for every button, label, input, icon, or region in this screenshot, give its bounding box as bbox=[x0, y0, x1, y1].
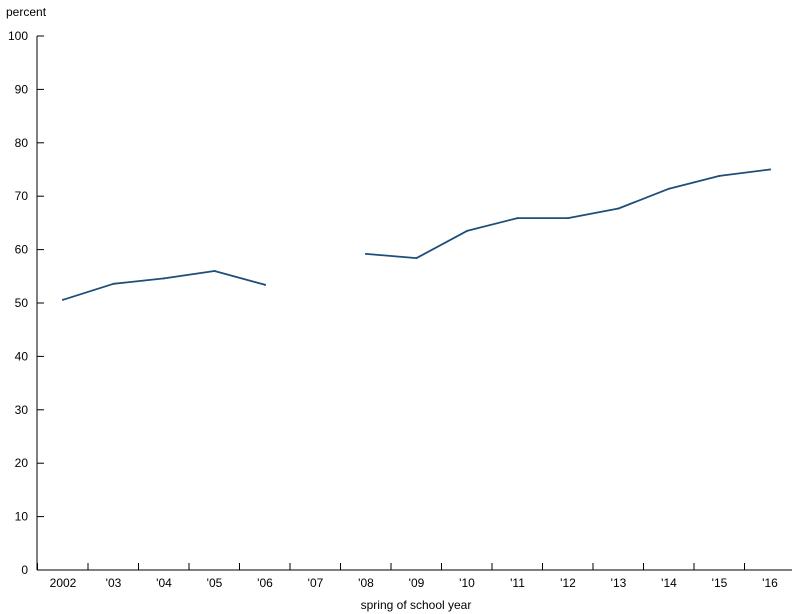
y-tick-label: 70 bbox=[15, 189, 29, 203]
series-line-segment bbox=[365, 168, 771, 259]
data-point bbox=[567, 217, 569, 220]
data-point bbox=[112, 282, 115, 285]
y-axis-title: percent bbox=[6, 5, 47, 19]
data-point bbox=[415, 257, 418, 260]
y-tick-label: 0 bbox=[21, 563, 28, 577]
data-point bbox=[62, 298, 64, 301]
x-tick-label: '05 bbox=[207, 576, 223, 590]
data-point bbox=[466, 229, 468, 232]
x-axis: 2002 '03 '04 '05 '06 '07 '08 '09 '10 '11 '12 '13 '14… bbox=[37, 563, 792, 590]
x-tick-label: '06 bbox=[257, 576, 273, 590]
data-point bbox=[617, 207, 620, 210]
y-tick-label: 40 bbox=[15, 349, 29, 363]
x-tick-label: '04 bbox=[156, 576, 172, 590]
x-tick-label: '03 bbox=[106, 576, 122, 590]
y-tick-label: 20 bbox=[15, 456, 29, 470]
y-tick-label: 60 bbox=[15, 243, 29, 257]
data-point bbox=[264, 283, 266, 286]
x-tick-label: '08 bbox=[358, 576, 374, 590]
data-point bbox=[365, 252, 367, 255]
y-tick-label: 80 bbox=[15, 136, 29, 150]
y-tick-label: 10 bbox=[15, 510, 29, 524]
series-layer bbox=[62, 168, 771, 301]
x-tick-label: '10 bbox=[459, 576, 475, 590]
y-tick-label: 50 bbox=[15, 296, 29, 310]
y-tick-label: 100 bbox=[8, 29, 28, 43]
x-tick-label: '16 bbox=[762, 576, 778, 590]
series-line-segment bbox=[62, 270, 266, 301]
x-tick-label: '14 bbox=[661, 576, 677, 590]
x-tick-label: '07 bbox=[308, 576, 324, 590]
x-tick-label: '09 bbox=[409, 576, 425, 590]
x-axis-title: spring of school year bbox=[361, 598, 472, 612]
data-point bbox=[213, 269, 216, 272]
x-tick-label: '15 bbox=[712, 576, 728, 590]
x-tick-label: 2002 bbox=[50, 576, 77, 590]
y-axis: 0 10 20 30 40 50 60 70 80 90 100 bbox=[8, 29, 44, 577]
x-tick-label: '13 bbox=[611, 576, 627, 590]
y-tick-label: 90 bbox=[15, 82, 29, 96]
x-tick-label: '12 bbox=[560, 576, 576, 590]
data-point bbox=[718, 174, 721, 177]
data-point bbox=[769, 168, 771, 171]
data-point bbox=[516, 217, 519, 220]
x-tick-label: '11 bbox=[510, 576, 525, 590]
data-point bbox=[163, 277, 165, 280]
data-point bbox=[668, 187, 670, 190]
y-tick-label: 30 bbox=[15, 403, 29, 417]
